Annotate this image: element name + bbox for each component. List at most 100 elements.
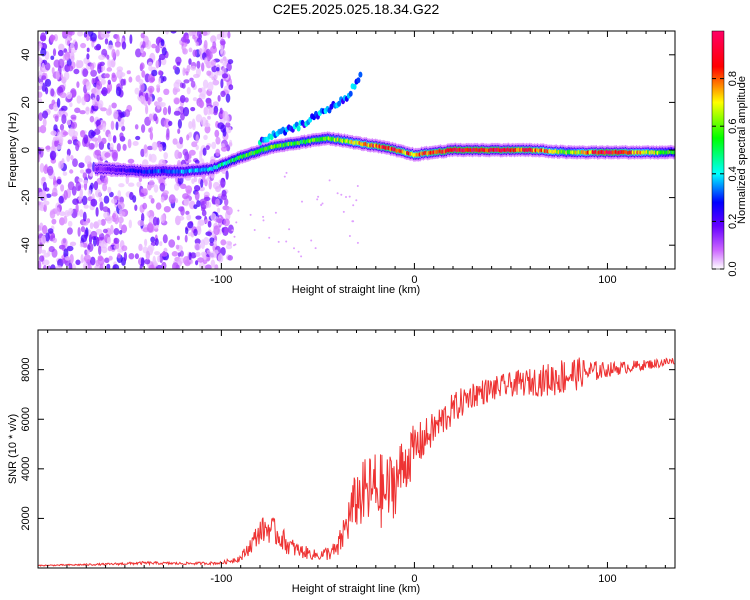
spectrogram-cell (356, 241, 359, 244)
spectrogram-cell (78, 162, 85, 169)
spectrogram-cell (83, 204, 89, 209)
spectrogram-cell (52, 237, 57, 243)
spectrogram-cell (42, 118, 47, 127)
spectrogram-cell (134, 204, 138, 211)
spectrogram-cell (120, 72, 126, 77)
spectrogram-cell (98, 54, 106, 61)
spectrogram-cell (99, 61, 105, 66)
spectrogram-cell (113, 228, 120, 236)
spectrogram-cell (109, 143, 114, 151)
spectrogram-cell (72, 198, 79, 205)
spectrogram-cell (107, 142, 111, 150)
spectrogram-cell (107, 58, 112, 69)
spectrogram-cell (155, 45, 160, 54)
spectrogram-cell (153, 184, 159, 193)
spectrogram-cell (209, 251, 217, 259)
colorbar-tick-label: 0.2 (727, 214, 739, 229)
spectrogram-cell (162, 190, 169, 195)
spectrogram-cell (200, 239, 206, 250)
spectrogram-cell (152, 216, 158, 226)
spectrogram-cell (226, 62, 232, 72)
spectrogram-cell (222, 128, 227, 137)
y-tick-label: 20 (20, 96, 32, 108)
spectrogram-cell (93, 181, 99, 191)
spectrogram-cell (68, 262, 73, 269)
spectrogram-cell (82, 172, 88, 179)
spectrogram-cell (185, 35, 190, 40)
spectrogram-cell (336, 192, 339, 195)
colorbar-ticks: 0.0 0.2 0.4 0.6 0.8 (712, 71, 739, 277)
spectrogram-cell (112, 151, 118, 162)
spectrogram-cell (82, 221, 89, 226)
spectrogram-cell (118, 183, 125, 188)
spectrogram-cell (140, 257, 145, 267)
spectrogram-cell (219, 107, 223, 115)
spectrogram-cell (137, 219, 145, 227)
spectrogram-cell (151, 69, 158, 77)
spectrogram-cell (149, 77, 156, 83)
y-tick-label: -20 (20, 190, 32, 206)
spectrogram-cell (225, 122, 231, 128)
spectrogram-cell (150, 197, 155, 204)
spectrogram-cell (108, 255, 113, 261)
spectrogram-cell (207, 115, 211, 120)
spectrogram-cell (203, 134, 208, 140)
spectrogram-cell (221, 73, 229, 79)
spectrogram-cell (104, 176, 109, 185)
spectrogram-cell (223, 218, 230, 227)
spectrogram-cell (84, 155, 92, 165)
spectrogram-cell (182, 67, 186, 76)
spectrogram-cell (201, 207, 206, 212)
spectrogram-cell (233, 235, 236, 238)
spectrogram-cell (190, 80, 196, 88)
spectrogram-cell (144, 238, 148, 247)
spectrogram-cell (41, 62, 45, 70)
spectrogram-cell (204, 179, 208, 187)
y-tick-label: 2000 (20, 506, 32, 530)
spectrogram-cell (101, 137, 107, 145)
spectrogram-cell (42, 200, 50, 206)
spectrogram-cell (194, 159, 200, 164)
spectrogram-cell (186, 64, 191, 71)
spectrogram-cell (204, 125, 211, 134)
spectrogram-cell (297, 250, 300, 253)
spectrogram-cell (195, 260, 199, 266)
spectrogram-cell (226, 206, 233, 216)
spectrogram-cell (220, 90, 226, 98)
colorbar-label: Normalized spectral amplitude (736, 76, 748, 224)
spectrogram-cell (219, 58, 224, 64)
spectrogram-cell (115, 49, 120, 57)
spectrogram-cell (102, 183, 108, 192)
spectrogram-cell (223, 227, 230, 234)
spectrogram-cell (175, 244, 180, 250)
spectrogram-cell (154, 251, 161, 256)
spectrogram-cell (149, 87, 153, 98)
spectrogram-cell (356, 185, 359, 187)
spectrogram-cell (220, 45, 224, 55)
spectrogram-cell (185, 71, 189, 76)
spectrogram-cell (79, 209, 84, 218)
spectrogram-cell (79, 110, 86, 115)
spectrogram-cell (45, 193, 52, 198)
spectrogram-cell (53, 59, 61, 68)
spectrogram-cell (207, 220, 212, 228)
spectrogram-cell (217, 122, 225, 130)
y-tick-label: 6000 (20, 407, 32, 431)
spectrogram-cell (268, 236, 271, 239)
spectrogram-cell (111, 102, 117, 109)
spectrogram-cell (60, 184, 65, 192)
spectrogram-cell (52, 103, 59, 112)
spectrogram-cell (106, 215, 113, 224)
spectrogram-cell (201, 209, 207, 217)
spectrogram-cell (351, 220, 354, 223)
spectrogram-cell (95, 228, 103, 235)
spectrogram-cell (187, 221, 194, 229)
spectrogram-cell (66, 245, 74, 252)
spectrogram-cell (91, 137, 99, 142)
spectrogram-cell (202, 31, 208, 36)
spectrogram-cell (94, 45, 101, 51)
spectrogram-cell (100, 218, 106, 226)
spectrogram-cell (78, 178, 83, 183)
spectrogram-cell (70, 42, 75, 50)
spectrogram-cell (205, 145, 210, 151)
